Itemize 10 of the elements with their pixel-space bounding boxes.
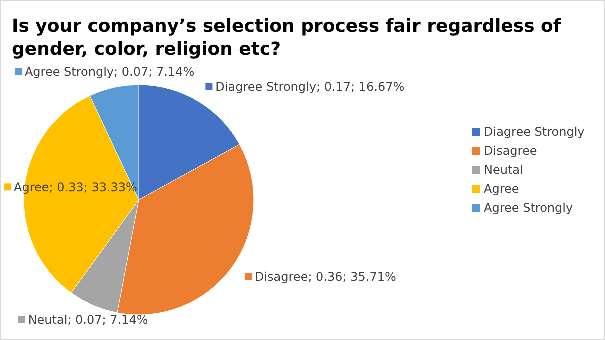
data-label: Diagree Strongly; 0.17; 16.67%: [216, 80, 405, 94]
legend-label: Agree Strongly: [484, 201, 574, 215]
legend-label: Disagree: [484, 144, 538, 158]
data-label: Disagree; 0.36; 35.71%: [254, 270, 396, 284]
legend-label: Agree: [484, 182, 520, 196]
legend-label: Neutal: [484, 163, 524, 177]
data-label: Neutal; 0.07; 7.14%: [28, 313, 148, 328]
legend-label: Diagree Strongly: [484, 125, 585, 139]
data-label: Agree Strongly; 0.07; 7.14%: [24, 65, 195, 80]
chart-title: Is your company’s selection process fair regardless of gender, color, religion etc?: [12, 16, 562, 60]
